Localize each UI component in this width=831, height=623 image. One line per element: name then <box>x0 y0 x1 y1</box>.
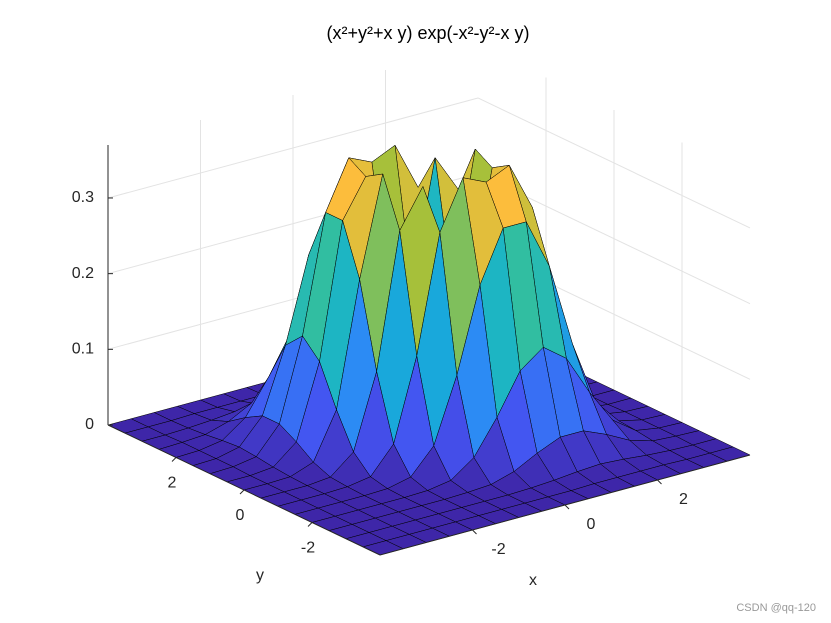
y-tick <box>307 522 313 527</box>
z-grid-line <box>107 97 479 199</box>
x-tick <box>657 479 662 485</box>
y-tick-label: -2 <box>301 540 315 557</box>
y-axis-label: y <box>256 567 264 584</box>
x-tick <box>472 529 477 535</box>
x-tick-label: 2 <box>679 491 688 508</box>
x-tick <box>564 504 570 510</box>
x-tick-label: 0 <box>587 516 596 533</box>
z-grid-line <box>477 97 751 229</box>
x-tick-label: -2 <box>491 541 505 558</box>
z-tick-label: 0.1 <box>72 341 94 358</box>
z-tick-label: 0.3 <box>72 189 94 206</box>
y-tick-label: 0 <box>236 507 245 524</box>
z-tick-label: 0.2 <box>72 265 94 282</box>
y-tick <box>239 489 245 495</box>
chart-title: (x²+y²+x y) exp(-x²-y²-x y) <box>327 23 530 43</box>
z-tick-label: 0 <box>85 416 94 433</box>
y-tick <box>171 457 177 462</box>
x-axis-label: x <box>529 572 537 589</box>
watermark: CSDN @qq-120 <box>736 602 816 614</box>
y-tick-label: 2 <box>168 475 177 492</box>
